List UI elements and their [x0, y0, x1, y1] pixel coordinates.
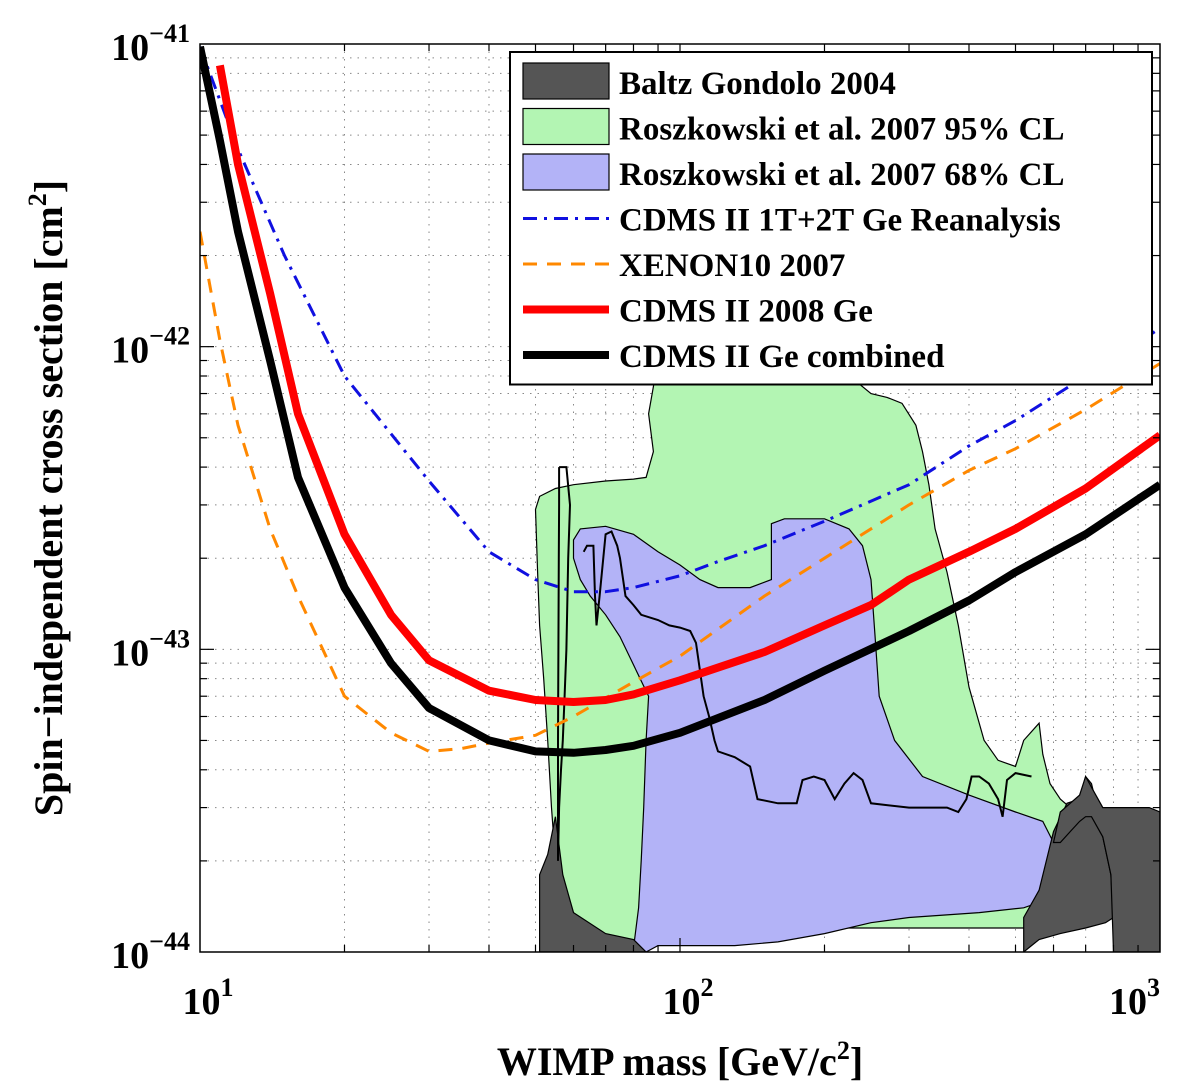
region-outline: [557, 466, 572, 861]
legend-label: Roszkowski et al. 2007 68% CL: [619, 157, 1065, 193]
series-line: [200, 46, 1160, 594]
legend-label: CDMS II Ge combined: [619, 339, 944, 375]
legend-label: CDMS II 2008 Ge: [619, 294, 873, 330]
x-axis-label: WIMP mass [GeV/c2]: [497, 1036, 863, 1084]
y-tick-label: 10−43: [111, 624, 190, 674]
region-outlines: [557, 466, 1032, 861]
region-area: [539, 816, 647, 952]
tick-labels: 101 102 103 10−44 10−43 10−42 10−41: [111, 19, 1160, 1023]
legend-swatch: [522, 153, 610, 191]
legend-box: [509, 51, 1153, 386]
legend-label: XENON10 2007: [619, 248, 845, 284]
legend-label: Baltz Gondolo 2004: [619, 66, 896, 102]
legend: Baltz Gondolo 2004 Roszkowski et al. 2007…: [509, 51, 1153, 386]
y-tick-label: 10−41: [111, 19, 190, 69]
x-tick-label: 103: [1109, 973, 1160, 1023]
legend-swatch: [522, 62, 610, 100]
x-tick-label: 101: [183, 973, 234, 1023]
y-axis-label: Spin−independent cross section [cm2]: [23, 180, 71, 816]
region-area: [1052, 774, 1160, 952]
series-line: [200, 45, 1160, 757]
regions: [534, 335, 1160, 952]
x-tick-label: 102: [663, 973, 714, 1023]
region-outline: [582, 530, 1032, 817]
y-tick-label: 10−44: [111, 927, 190, 977]
legend-label: CDMS II 1T+2T Ge Reanalysis: [619, 203, 1061, 239]
y-tick-label: 10−42: [111, 322, 190, 372]
legend-label: Roszkowski et al. 2007 95% CL: [619, 112, 1065, 148]
series-lines: [200, 45, 1160, 757]
series-line: [215, 64, 1160, 706]
series-line: [200, 231, 1160, 753]
legend-swatch: [522, 107, 610, 146]
